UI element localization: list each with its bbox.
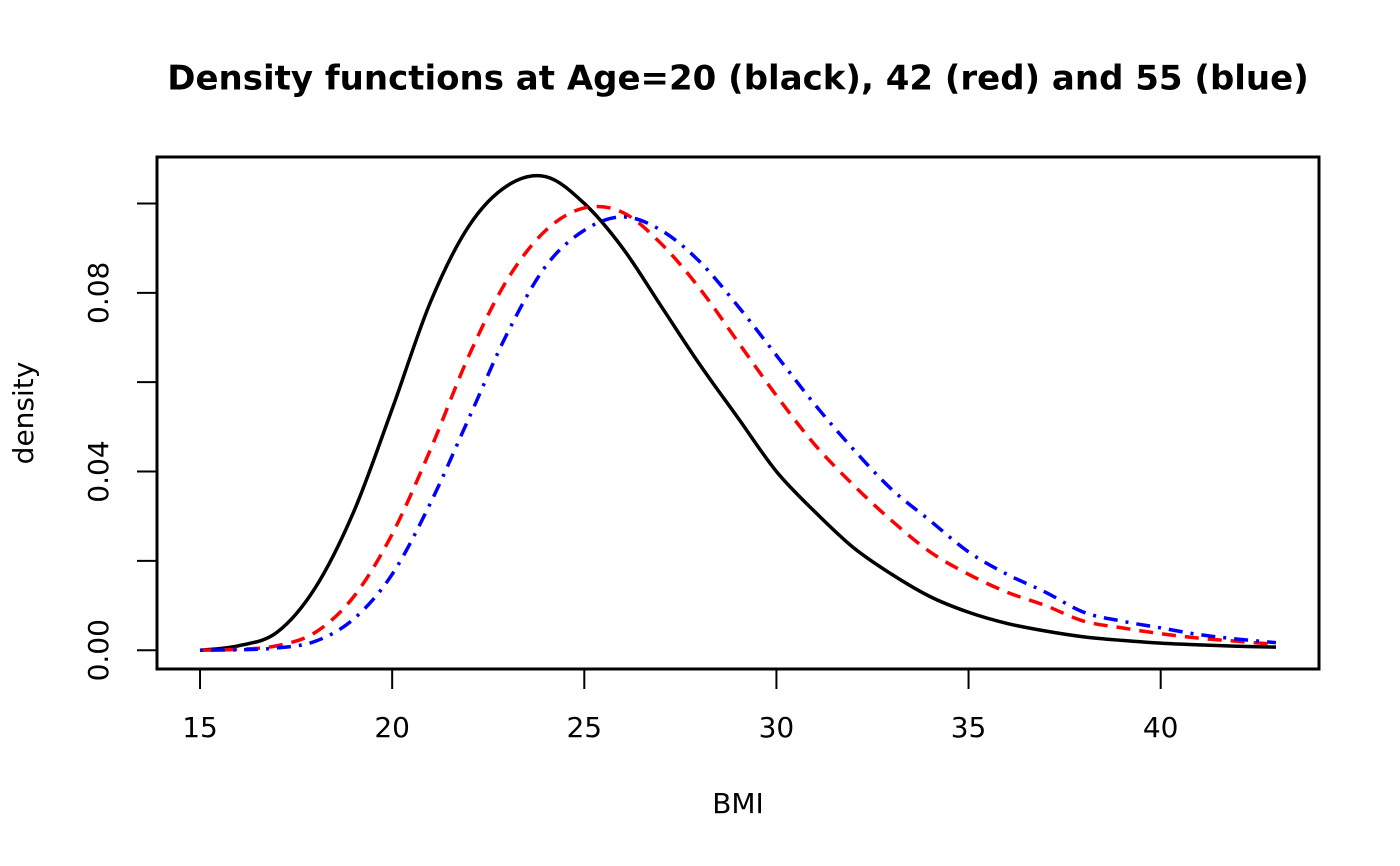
x-tick-label: 35 xyxy=(951,711,987,744)
y-tick-label: 0.08 xyxy=(82,262,115,324)
y-tick-label: 0.00 xyxy=(82,619,115,681)
x-tick-label: 40 xyxy=(1143,711,1179,744)
x-tick-label: 20 xyxy=(374,711,410,744)
density-line xyxy=(200,215,1277,652)
density-line xyxy=(199,204,1277,652)
plot-frame xyxy=(155,155,1321,671)
x-tick-label: 15 xyxy=(182,711,218,744)
x-tick-label: 30 xyxy=(759,711,795,744)
y-tick-label: 0.04 xyxy=(82,440,115,502)
y-axis-label: density xyxy=(7,362,40,465)
density-line xyxy=(199,173,1277,652)
x-tick-label: 25 xyxy=(566,711,602,744)
x-axis-label: BMI xyxy=(712,787,764,820)
chart-title: Density functions at Age=20 (black), 42 … xyxy=(167,59,1309,99)
